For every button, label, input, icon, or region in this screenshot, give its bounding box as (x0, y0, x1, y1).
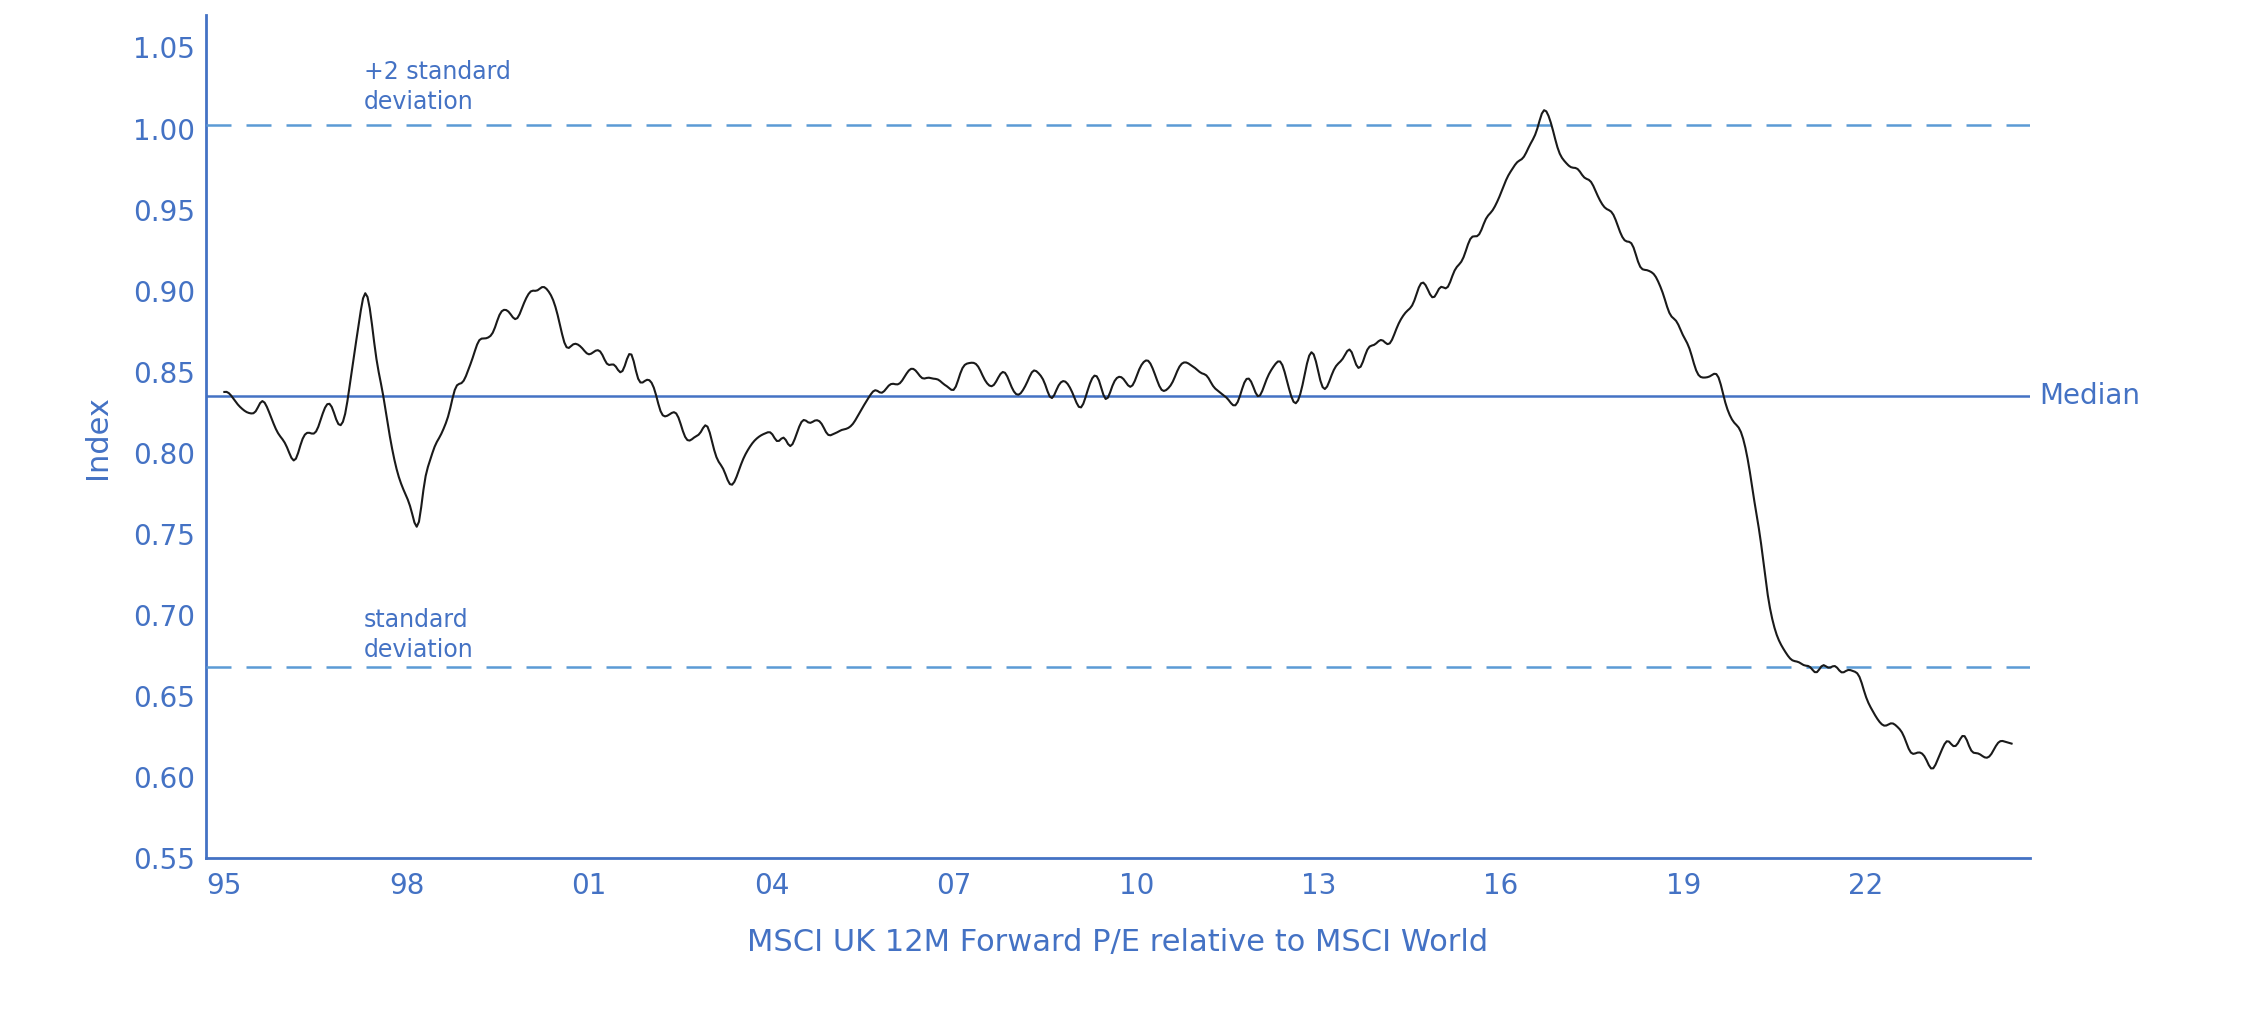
Y-axis label: Index: Index (84, 395, 111, 479)
X-axis label: MSCI UK 12M Forward P/E relative to MSCI World: MSCI UK 12M Forward P/E relative to MSCI… (748, 928, 1488, 957)
Text: standard
deviation: standard deviation (365, 609, 474, 662)
Text: Median: Median (2039, 382, 2141, 410)
Text: +2 standard
deviation: +2 standard deviation (365, 60, 510, 114)
